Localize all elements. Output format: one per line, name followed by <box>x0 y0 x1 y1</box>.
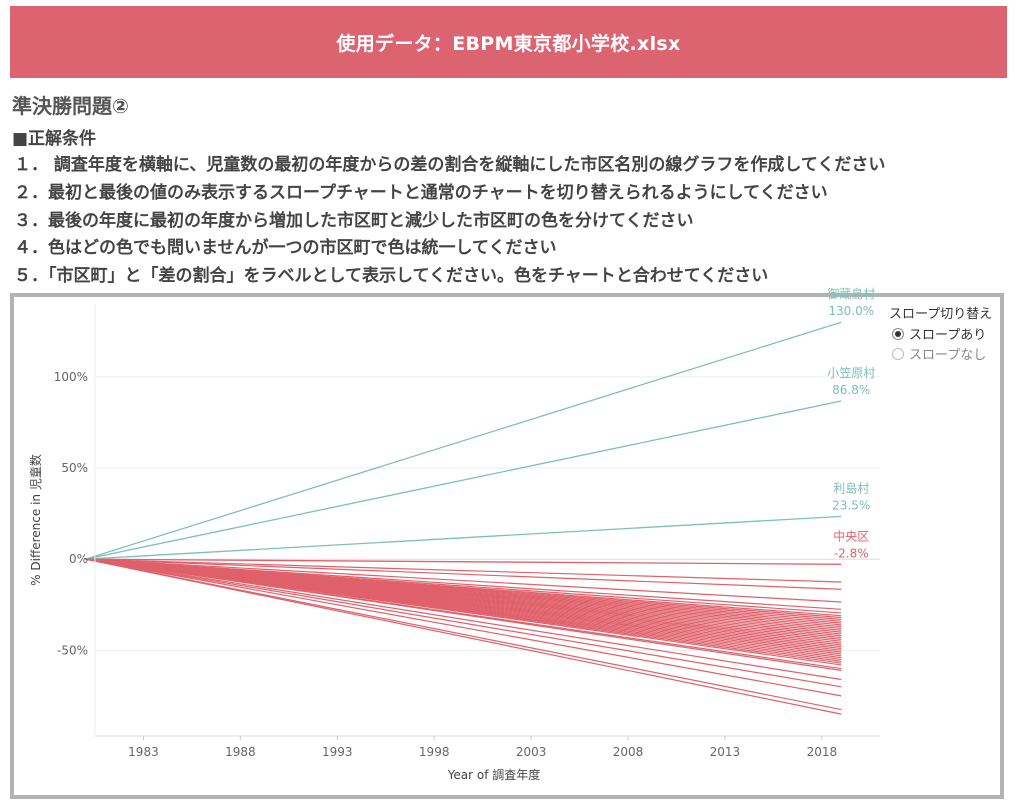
legend-option-slope-on[interactable]: スロープあり <box>892 324 986 343</box>
x-tick-label: 2018 <box>807 745 838 759</box>
legend-option-label: スロープなし <box>909 348 987 363</box>
series-name-label: 中央区 <box>833 528 869 543</box>
series-line <box>85 558 842 565</box>
x-tick-label: 1998 <box>419 745 450 759</box>
legend-option-slope-off[interactable]: スロープなし <box>892 344 986 363</box>
legend-title: スロープ切り替え <box>889 307 993 322</box>
series-value-label: 130.0% <box>828 304 874 318</box>
series-line <box>85 321 842 560</box>
condition-item-4: ４．色はどの色でも問いませんが一つの市区町で色は統一してください <box>14 238 557 258</box>
series-line <box>85 558 842 688</box>
series-line <box>85 400 842 560</box>
series-value-label: 86.8% <box>832 383 870 397</box>
axes: 100% 50% 0% -50% 1983 1988 1993 1998 2003 2008 201… <box>28 304 880 782</box>
series-labels: 御蔵島村 130.0% 小笠原村 86.8% 利島村 23.5% 中央区 -2.8% <box>827 286 875 560</box>
condition-item-5: ５．「市区町」と「差の割合」をラベルとして表示してください。色をチャートと合わせ… <box>14 266 769 286</box>
conditions-heading: ■正解条件 <box>12 129 97 149</box>
x-tick-label: 2003 <box>516 745 547 759</box>
series-lines <box>85 321 842 715</box>
series-value-label: 23.5% <box>832 498 870 512</box>
series-name-label: 利島村 <box>833 480 869 495</box>
header-title: 使用データ：EBPM東京都小学校.xlsx <box>336 32 681 55</box>
grid-layer <box>95 376 880 651</box>
series-line <box>85 558 842 583</box>
y-axis-title: % Difference in 児童数 <box>28 454 43 586</box>
condition-item-3: ３．最後の年度に最初の年度から増加した市区町と減少した市区町の色を分けてください <box>14 211 694 231</box>
y-tick-label: -50% <box>57 643 88 657</box>
legend-option-label: スロープあり <box>909 328 987 343</box>
y-tick-label: 0% <box>69 552 88 566</box>
series-name-label: 御蔵島村 <box>827 286 875 301</box>
x-tick-label: 1993 <box>322 745 353 759</box>
series-line <box>85 558 842 590</box>
series-line <box>85 558 842 666</box>
series-name-label: 小笠原村 <box>827 365 875 380</box>
series-line <box>85 558 842 715</box>
series-line <box>85 558 842 711</box>
y-tick-label: 50% <box>61 461 88 475</box>
radio-unselected-icon[interactable] <box>892 347 904 360</box>
series-line <box>85 558 842 671</box>
x-tick-label: 2013 <box>710 745 741 759</box>
series-line <box>85 558 842 610</box>
series-line <box>85 558 842 603</box>
series-line <box>85 515 842 560</box>
condition-item-1: １． 調査年度を横軸に、児童数の最初の年度からの差の割合を縦軸にした市区名別の線… <box>14 155 886 175</box>
question-title: 準決勝問題② <box>12 94 129 118</box>
header-banner: 使用データ：EBPM東京都小学校.xlsx <box>10 6 1007 78</box>
x-tick-label: 1983 <box>128 745 159 759</box>
series-value-label: -2.8% <box>834 546 869 560</box>
series-line <box>85 558 842 681</box>
x-tick-label: 2008 <box>613 745 644 759</box>
x-axis-title: Year of 調査年度 <box>447 767 541 782</box>
radio-selected-icon[interactable] <box>892 327 904 340</box>
y-tick-label: 100% <box>54 370 88 384</box>
condition-item-2: ２．最初と最後の値のみ表示するスロープチャートと通常のチャートを切り替えられるよ… <box>14 183 828 203</box>
series-line <box>85 558 842 697</box>
x-tick-label: 1988 <box>225 745 256 759</box>
